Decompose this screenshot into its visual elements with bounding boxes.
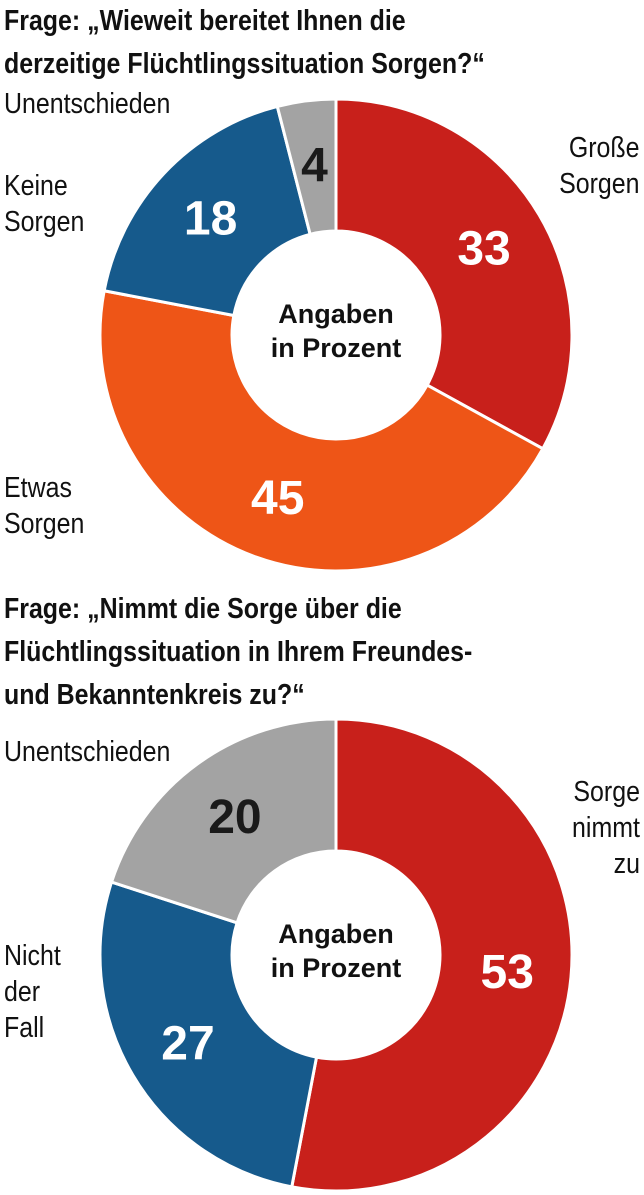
slice-value-label: 20 <box>208 791 261 844</box>
label-line: Fall <box>4 1012 45 1044</box>
label-line: der <box>4 976 41 1008</box>
donut-hole <box>233 232 439 438</box>
chart1-label-grosse-sorgen: Große Sorgen <box>560 130 640 202</box>
chart1-title-line: derzeitige Flüchtlingssituation Sorgen?“ <box>4 48 485 80</box>
donut-slice <box>98 880 319 1189</box>
donut-slice <box>290 717 574 1193</box>
chart2-donut: 53 27 20 Angaben in Prozent <box>98 717 574 1193</box>
label-line: Etwas <box>4 472 72 504</box>
slice-value-label: 33 <box>457 222 510 275</box>
chart2-title-line: Frage: „Nimmt die Sorge über die <box>4 593 402 625</box>
chart1-donut: 33 45 18 4 Angaben in Prozent <box>98 97 574 573</box>
donut-hole <box>233 852 439 1058</box>
donut-slice <box>334 97 574 451</box>
label-line: Unentschieden <box>4 736 171 768</box>
chart2-label-nicht-der-fall: Nicht der Fall <box>4 938 61 1046</box>
label-line: Sorgen <box>4 206 85 238</box>
slice-value-label: 18 <box>184 192 237 245</box>
center-label-line: Angaben <box>278 299 394 329</box>
label-line: Sorge <box>573 776 640 808</box>
donut-slice <box>102 104 312 318</box>
label-line: Nicht <box>4 940 61 972</box>
chart2-title-line: und Bekanntenkreis zu?“ <box>4 679 305 711</box>
center-label-line: Angaben <box>278 919 394 949</box>
slice-value-label: 4 <box>301 139 328 192</box>
chart1-label-keine-sorgen: Keine Sorgen <box>4 168 84 240</box>
chart1-label-etwas-sorgen: Etwas Sorgen <box>4 470 84 542</box>
donut-slice <box>275 97 338 237</box>
chart2-title: Frage: „Nimmt die Sorge über die Flüchtl… <box>4 588 472 717</box>
chart1-title: Frage: „Wieweit bereitet Ihnen die derze… <box>4 0 485 86</box>
chart1-title-line: Frage: „Wieweit bereitet Ihnen die <box>4 5 406 37</box>
label-line: Sorgen <box>4 508 85 540</box>
donut-slice <box>98 289 545 573</box>
chart2-label-unentschieden: Unentschieden <box>4 734 170 770</box>
slice-value-label: 27 <box>161 1018 214 1071</box>
donut-slice <box>109 717 338 925</box>
chart1-label-unentschieden: Unentschieden <box>4 86 170 122</box>
slice-value-label: 45 <box>251 472 304 525</box>
chart2-title-line: Flüchtlingssituation in Ihrem Freundes- <box>4 636 473 668</box>
label-line: nimmt <box>572 812 640 844</box>
chart2-label-sorge-nimmt-zu: Sorge nimmt zu <box>572 774 640 882</box>
center-label-line: in Prozent <box>271 333 402 363</box>
label-line: Unentschieden <box>4 88 171 120</box>
label-line: Keine <box>4 170 68 202</box>
center-label-line: in Prozent <box>271 953 402 983</box>
label-line: Sorgen <box>559 168 640 200</box>
slice-value-label: 53 <box>481 946 534 999</box>
label-line: Große <box>569 132 640 164</box>
label-line: zu <box>613 848 640 880</box>
